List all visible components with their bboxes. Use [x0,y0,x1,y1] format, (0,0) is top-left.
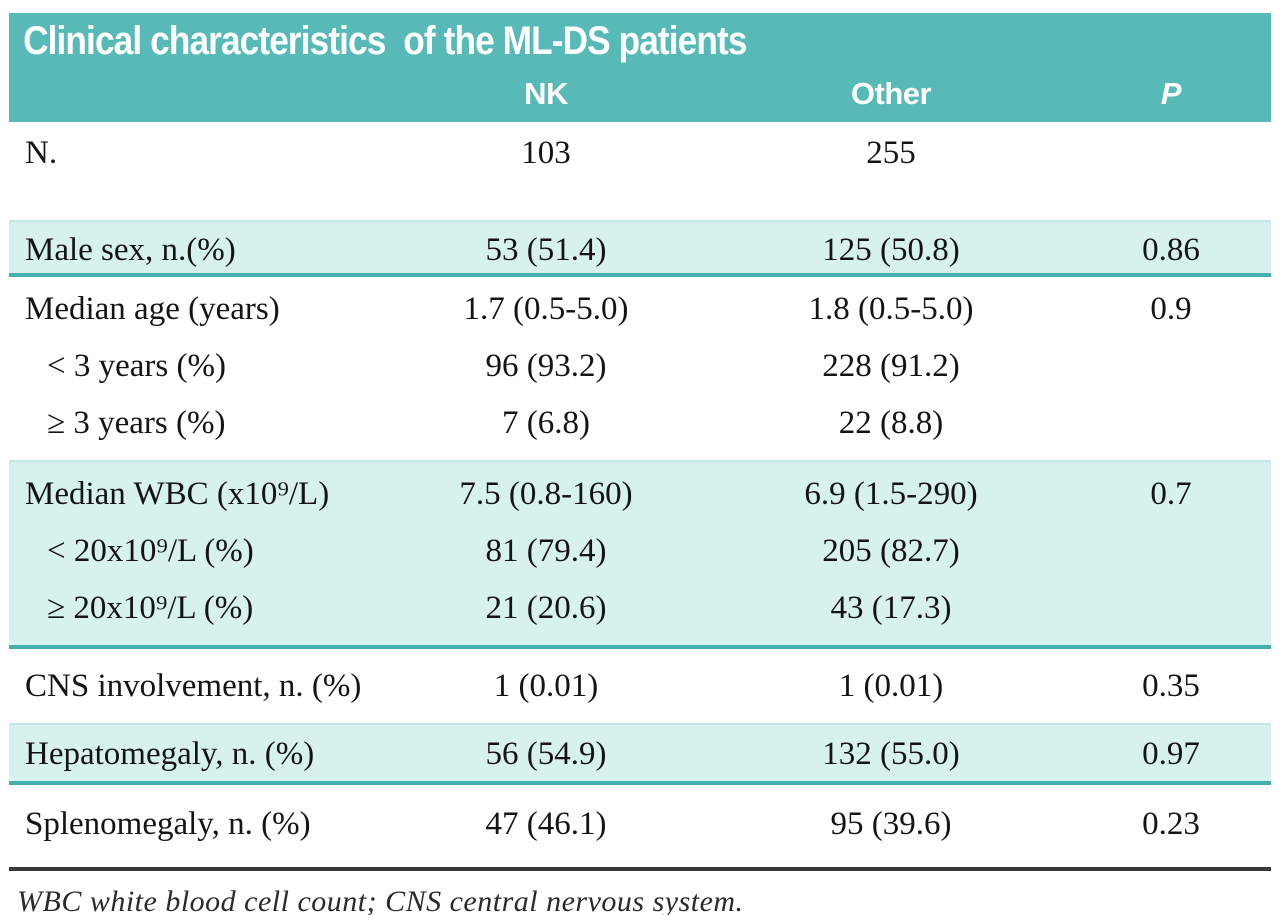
table-header: Clinical characteristics of the ML-DS pa… [9,13,1271,122]
nk-value: 21 (20.6) [485,590,607,626]
footnote: WBC white blood cell count; CNS central … [17,885,744,915]
clinical-characteristics-table: Clinical characteristics of the ML-DS pa… [9,13,1271,915]
other-value: 132 (55.0) [822,736,960,772]
p-value: 0.7 [1150,476,1192,512]
p-value: 0.9 [1150,291,1192,327]
table-row-wbc-lt20: < 20x10⁹/L (%) 81 (79.4) 205 (82.7) [9,523,1271,580]
table-group-median-age: Median age (years) 1.7 (0.5-5.0) 1.8 (0.… [9,277,1271,460]
row-label: ≥ 20x10⁹/L (%) [47,590,254,626]
table-row-male-sex: Male sex, n.(%) 53 (51.4) 125 (50.8) 0.8… [9,220,1271,277]
column-header-row: NK Other P [9,76,1271,112]
other-value: 6.9 (1.5-290) [804,476,978,512]
other-value: 205 (82.7) [822,533,960,569]
table-row-age-ge3: ≥ 3 years (%) 7 (6.8) 22 (8.8) [9,395,1271,452]
nk-value: 47 (46.1) [485,806,607,842]
nk-value: 53 (51.4) [485,232,607,268]
nk-value: 1.7 (0.5-5.0) [463,291,629,327]
row-label: Splenomegaly, n. (%) [25,806,311,842]
row-label: N. [25,135,58,171]
other-value: 228 (91.2) [822,348,960,384]
table-row-splenomegaly: Splenomegaly, n. (%) 47 (46.1) 95 (39.6)… [9,785,1271,863]
table-title: Clinical characteristics of the ML-DS pa… [23,19,747,63]
table-row-wbc-ge20: ≥ 20x10⁹/L (%) 21 (20.6) 43 (17.3) [9,580,1271,637]
other-value: 1.8 (0.5-5.0) [808,291,974,327]
footnote-divider [9,867,1271,871]
column-header-other: Other [850,76,932,111]
p-value: 0.35 [1142,668,1200,704]
row-label: Hepatomegaly, n. (%) [25,736,315,772]
table-row-cns: CNS involvement, n. (%) 1 (0.01) 1 (0.01… [9,649,1271,723]
table-row-n: N. 103 255 [9,122,1271,220]
row-label: < 20x10⁹/L (%) [47,533,254,569]
other-value: 125 (50.8) [822,232,960,268]
table-group-median-wbc: Median WBC (x10⁹/L) 7.5 (0.8-160) 6.9 (1… [9,460,1271,649]
nk-value: 81 (79.4) [485,533,607,569]
table-row-median-wbc: Median WBC (x10⁹/L) 7.5 (0.8-160) 6.9 (1… [9,466,1271,523]
other-value: 1 (0.01) [838,668,944,704]
nk-value: 56 (54.9) [485,736,607,772]
other-value: 255 [866,135,916,171]
p-value: 0.97 [1142,736,1200,772]
row-label: < 3 years (%) [47,348,226,384]
nk-value: 1 (0.01) [493,668,599,704]
column-header-p: P [1160,76,1182,111]
p-value: 0.86 [1142,232,1200,268]
other-value: 22 (8.8) [838,405,944,441]
row-label: ≥ 3 years (%) [47,405,226,441]
row-label: Median WBC (x10⁹/L) [25,476,330,512]
table-row-median-age: Median age (years) 1.7 (0.5-5.0) 1.8 (0.… [9,281,1271,338]
other-value: 43 (17.3) [830,590,952,626]
other-value: 95 (39.6) [830,806,952,842]
nk-value: 7 (6.8) [502,405,590,441]
nk-value: 96 (93.2) [485,348,607,384]
nk-value: 7.5 (0.8-160) [459,476,633,512]
row-label: Male sex, n.(%) [25,232,236,268]
row-label: CNS involvement, n. (%) [25,668,362,704]
row-label: Median age (years) [25,291,280,327]
column-header-nk: NK [524,76,568,111]
p-value: 0.23 [1142,806,1200,842]
nk-value: 103 [521,135,571,171]
table-row-hepatomegaly: Hepatomegaly, n. (%) 56 (54.9) 132 (55.0… [9,723,1271,785]
table-row-age-lt3: < 3 years (%) 96 (93.2) 228 (91.2) [9,338,1271,395]
